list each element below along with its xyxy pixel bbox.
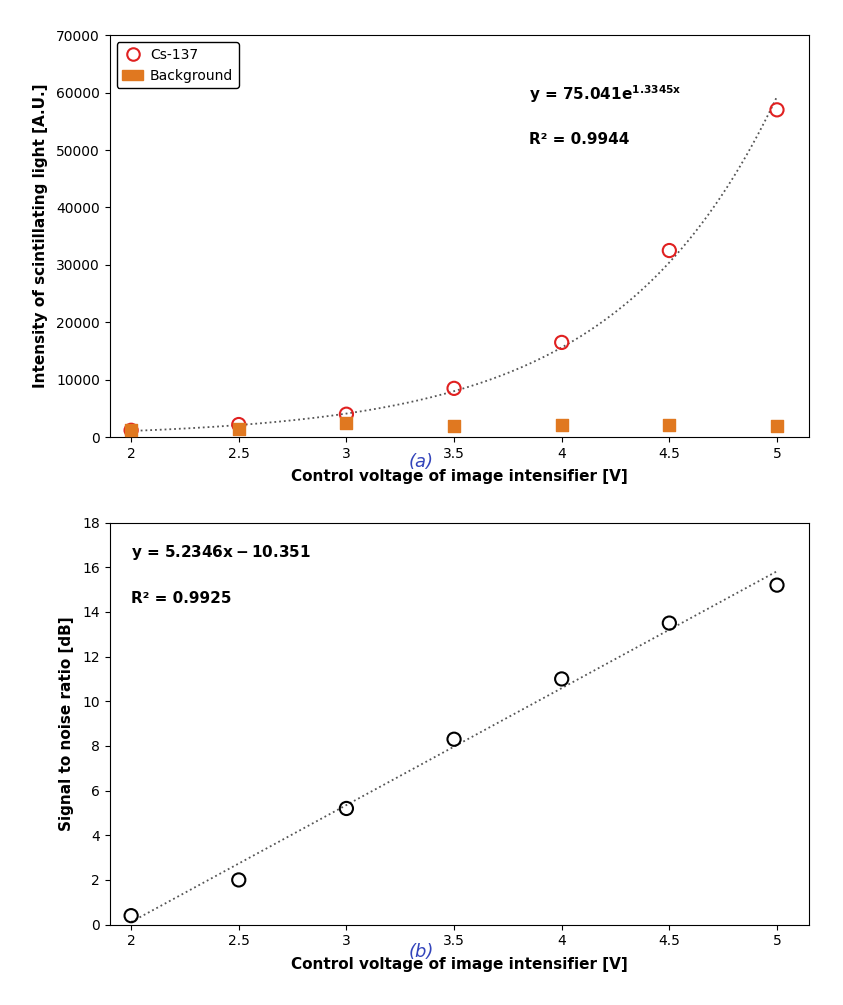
Legend: Cs-137, Background: Cs-137, Background — [116, 42, 239, 88]
Point — [340, 800, 353, 816]
Point — [448, 380, 461, 396]
Point — [125, 908, 138, 924]
Text: (b): (b) — [409, 943, 434, 961]
Point — [555, 671, 568, 687]
Point — [771, 418, 784, 434]
Y-axis label: Intensity of scintillating light [A.U.]: Intensity of scintillating light [A.U.] — [33, 84, 48, 388]
Point — [663, 416, 676, 432]
Point — [771, 577, 784, 593]
Point — [555, 416, 568, 432]
Y-axis label: Signal to noise ratio [dB]: Signal to noise ratio [dB] — [59, 616, 74, 831]
Point — [448, 732, 461, 748]
Text: R² = 0.9944: R² = 0.9944 — [529, 132, 630, 147]
Point — [771, 102, 784, 118]
Point — [555, 335, 568, 351]
X-axis label: Control voltage of image intensifier [V]: Control voltage of image intensifier [V] — [291, 469, 628, 484]
Text: R² = 0.9925: R² = 0.9925 — [131, 591, 231, 606]
Point — [340, 415, 353, 431]
Text: y = 75.041e$^{\mathbf{1.3345x}}$: y = 75.041e$^{\mathbf{1.3345x}}$ — [529, 83, 682, 106]
Point — [232, 420, 245, 436]
Point — [663, 242, 676, 258]
Text: y = $\mathbf{5.2346x - 10.351}$: y = $\mathbf{5.2346x - 10.351}$ — [131, 543, 310, 562]
Text: (a): (a) — [409, 453, 434, 471]
Point — [125, 422, 138, 438]
X-axis label: Control voltage of image intensifier [V]: Control voltage of image intensifier [V] — [291, 957, 628, 972]
Point — [663, 615, 676, 631]
Point — [232, 872, 245, 888]
Point — [125, 422, 138, 438]
Point — [340, 406, 353, 422]
Point — [232, 416, 245, 432]
Point — [448, 418, 461, 434]
